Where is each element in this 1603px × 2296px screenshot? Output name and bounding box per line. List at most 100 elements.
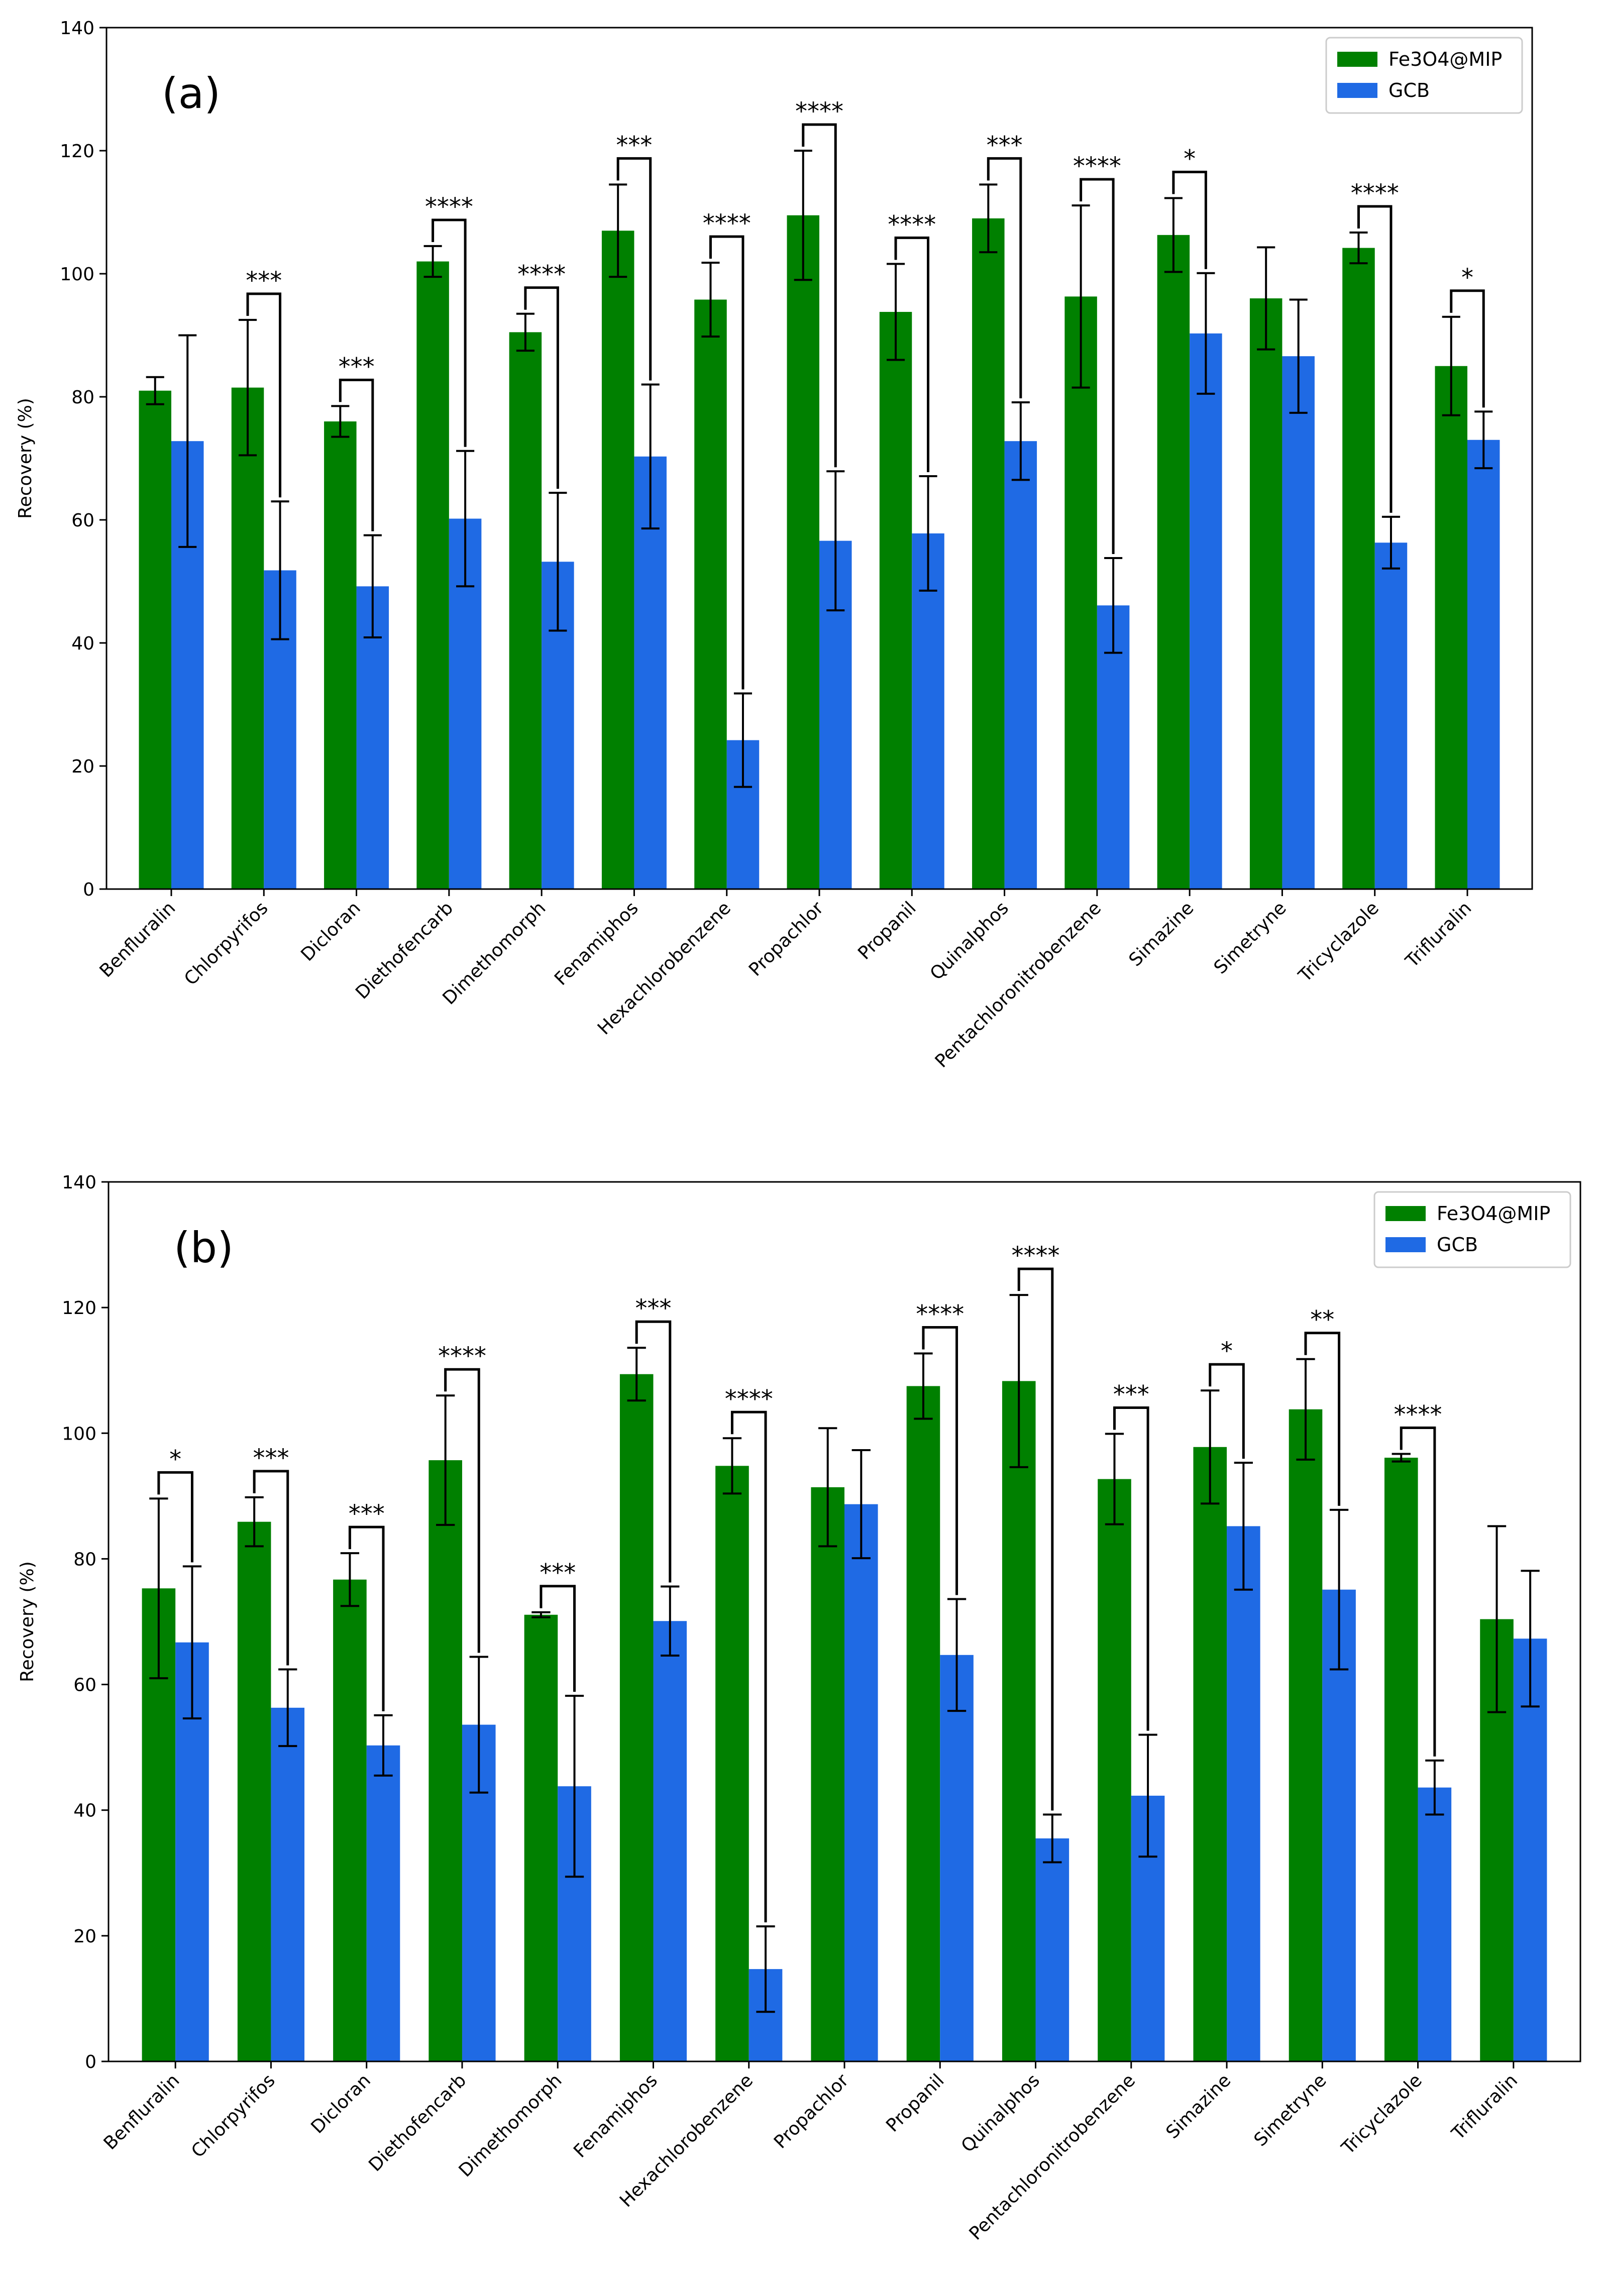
significance-bracket [635,1320,672,1583]
legend-swatch-mip [1337,52,1377,67]
bar-mip-benfluralin [139,390,171,889]
significance-bracket [1304,1332,1341,1506]
significance-stars: **** [916,1300,964,1328]
bar-gcb-trifluralin [1513,1638,1547,2061]
significance-stars: * [1461,264,1473,292]
y-tick-label: 20 [73,1926,96,1947]
significance-stars: *** [349,1500,385,1528]
significance-stars: **** [888,210,936,239]
bar-mip-quinalphos [1002,1381,1036,2061]
bar-mip-fenamiphos [619,1374,654,2061]
legend-label-gcb: GCB [1388,79,1430,101]
significance-bracket [339,378,374,531]
significance-stars: *** [253,1444,289,1472]
bar-mip-pentachloronitrobenzene [1064,296,1097,890]
bar-mip-propanil [906,1386,940,2061]
bar-mip-dicloran [324,421,357,889]
plot-frame [108,1181,1581,2062]
significance-bracket [1113,1406,1149,1731]
bar-mip-quinalphos [972,218,1005,889]
y-tick-label: 100 [60,264,94,285]
bar-mip-hexachlorobenzene [715,1466,749,2061]
significance-bracket [253,1470,289,1666]
y-axis-label: Recovery (%) [17,1561,38,1682]
significance-bracket [157,1471,193,1563]
y-tick-label: 0 [83,880,94,900]
bar-gcb-simazine [1227,1526,1260,2061]
significance-stars: * [169,1445,181,1473]
bar-gcb-dicloran [366,1745,400,2061]
bar-mip-hexachlorobenzene [694,299,727,890]
legend-swatch-mip [1385,1206,1426,1221]
bar-gcb-simazine [1190,333,1222,890]
bar-mip-fenamiphos [601,231,634,889]
y-tick-label: 60 [73,1675,96,1696]
significance-bracket [922,1326,958,1595]
y-tick-label: 80 [71,387,94,408]
bar-mip-simazine [1157,235,1190,890]
significance-bracket [246,292,282,498]
significance-stars: **** [703,209,751,238]
legend-swatch-gcb [1385,1237,1426,1252]
y-tick-label: 0 [85,2052,96,2072]
bar-mip-dimethomorph [524,1614,558,2061]
legend-label-mip: Fe3O4@MIP [1437,1202,1550,1225]
y-tick-label: 80 [73,1549,96,1570]
significance-stars: *** [339,353,375,381]
panel-label: (b) [174,1223,234,1272]
y-tick-label: 40 [71,633,94,654]
significance-stars: **** [1394,1401,1442,1429]
bar-mip-chlorpyrifos [231,387,264,889]
significance-bracket [1017,1267,1054,1811]
significance-bracket [987,157,1022,399]
legend-label-gcb: GCB [1437,1234,1478,1256]
legend-swatch-gcb [1337,83,1377,98]
significance-bracket [524,286,559,489]
bar-gcb-simetryne [1282,356,1315,889]
bar-mip-trifluralin [1435,366,1467,889]
bar-mip-simetryne [1289,1409,1323,2061]
panel-label: (a) [162,69,221,118]
legend-label-mip: Fe3O4@MIP [1388,48,1502,70]
y-tick-label: 140 [62,1172,96,1193]
y-tick-label: 40 [73,1801,96,1821]
y-tick-label: 20 [71,756,94,777]
bar-mip-tricyclazole [1342,248,1375,889]
significance-stars: * [1184,145,1196,173]
bar-gcb-trifluralin [1467,440,1500,889]
bar-gcb-tricyclazole [1374,542,1408,889]
bar-gcb-tricyclazole [1418,1787,1452,2061]
bar-mip-pentachloronitrobenzene [1098,1479,1131,2061]
bar-gcb-chlorpyrifos [271,1707,305,2061]
y-tick-label: 120 [62,1298,96,1319]
bar-gcb-fenamiphos [653,1621,687,2061]
significance-bracket [616,157,652,381]
significance-bracket [1357,205,1393,513]
significance-stars: **** [1012,1242,1060,1270]
significance-bracket [444,1368,480,1653]
significance-stars: *** [616,131,652,159]
significance-bracket [709,235,744,690]
significance-stars: *** [635,1294,671,1323]
bar-mip-dimethomorph [509,332,542,889]
significance-bracket [348,1525,385,1711]
y-tick-label: 120 [60,141,94,162]
bar-mip-diethofencarb [416,261,449,889]
bar-mip-simetryne [1249,298,1283,889]
significance-bracket [802,123,837,468]
significance-bracket [432,218,467,447]
y-tick-label: 140 [60,18,94,39]
bar-mip-tricyclazole [1384,1458,1418,2061]
significance-stars: **** [725,1385,773,1413]
bar-gcb-propanil [912,533,944,889]
plot-frame [105,27,1533,890]
significance-bracket [894,236,930,473]
significance-bracket [1080,178,1115,554]
significance-stars: **** [438,1342,486,1370]
bar-gcb-quinalphos [1004,441,1037,889]
significance-stars: *** [246,267,282,295]
significance-bracket [1209,1363,1245,1459]
bar-gcb-propachlor [844,1504,878,2061]
significance-bracket [540,1585,576,1692]
